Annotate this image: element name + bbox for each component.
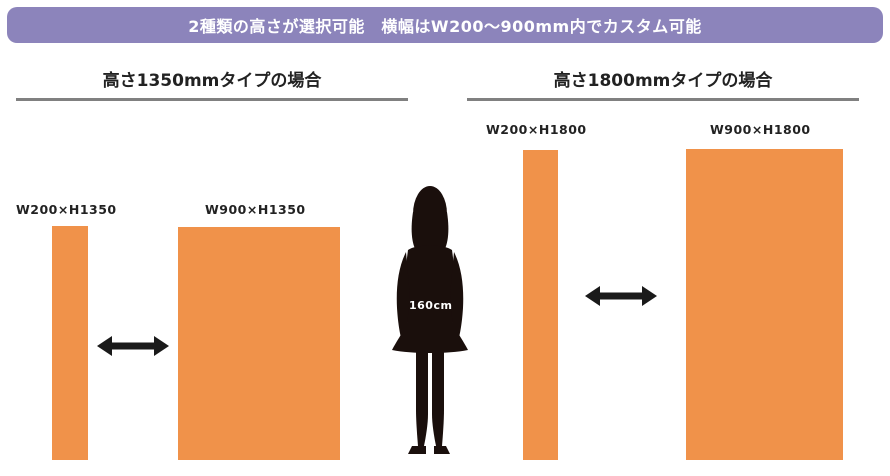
section-title-1800: 高さ1800mmタイプの場合 [553,71,773,91]
double-arrow-icon [97,336,169,356]
section-rule-1350 [16,98,408,101]
panel-w200-h1350 [52,226,88,460]
label-w900-h1350: W900×H1350 [205,202,306,217]
label-w200-h1800: W200×H1800 [486,122,587,137]
panel-w900-h1350 [178,227,340,460]
double-arrow-icon [585,286,657,306]
banner-text: 2種類の高さが選択可能 横幅はW200〜900mm内でカスタム可能 [188,17,702,36]
label-w200-h1350: W200×H1350 [16,202,117,217]
label-w900-h1800: W900×H1800 [710,122,811,137]
section-title-1350: 高さ1350mmタイプの場合 [102,71,322,91]
header-banner: 2種類の高さが選択可能 横幅はW200〜900mm内でカスタム可能 [7,7,883,43]
section-rule-1800 [467,98,859,101]
panel-w900-h1800 [686,149,843,460]
person-height-label: 160cm [409,299,453,312]
person-silhouette-icon [392,186,468,454]
panel-w200-h1800 [523,150,558,460]
